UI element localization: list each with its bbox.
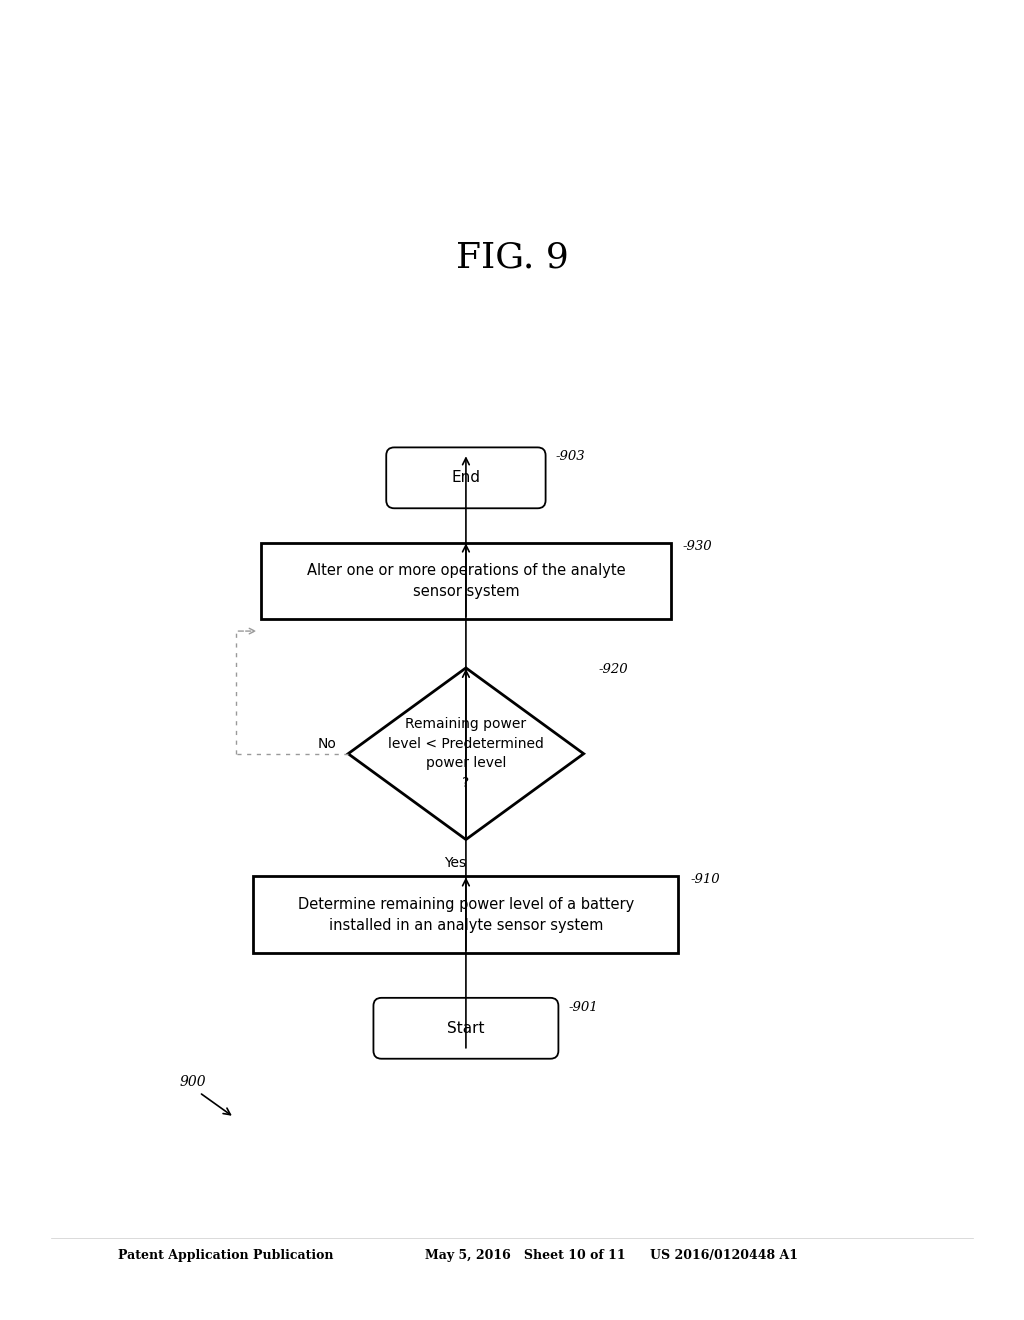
Text: Start: Start	[447, 1020, 484, 1036]
Text: FIG. 9: FIG. 9	[456, 240, 568, 275]
Bar	[254, 876, 678, 953]
Text: Remaining power
level < Predetermined
power level
?: Remaining power level < Predetermined po…	[388, 718, 544, 789]
Text: -903: -903	[556, 450, 586, 463]
Text: 900: 900	[179, 1076, 206, 1089]
Bar	[261, 543, 671, 619]
FancyBboxPatch shape	[386, 447, 546, 508]
Text: May 5, 2016   Sheet 10 of 11: May 5, 2016 Sheet 10 of 11	[425, 1249, 626, 1262]
Text: -920: -920	[599, 663, 629, 676]
Text: Patent Application Publication: Patent Application Publication	[118, 1249, 333, 1262]
Text: -910: -910	[690, 874, 720, 887]
Text: End: End	[452, 470, 480, 486]
Text: -901: -901	[568, 1001, 598, 1014]
Text: No: No	[317, 737, 336, 751]
Text: Alter one or more operations of the analyte
sensor system: Alter one or more operations of the anal…	[306, 562, 626, 599]
Text: Determine remaining power level of a battery
installed in an analyte sensor syst: Determine remaining power level of a bat…	[298, 896, 634, 933]
Text: US 2016/0120448 A1: US 2016/0120448 A1	[650, 1249, 799, 1262]
FancyBboxPatch shape	[374, 998, 558, 1059]
Text: -930: -930	[683, 540, 713, 553]
Text: Yes: Yes	[444, 855, 466, 870]
Polygon shape	[348, 668, 584, 840]
